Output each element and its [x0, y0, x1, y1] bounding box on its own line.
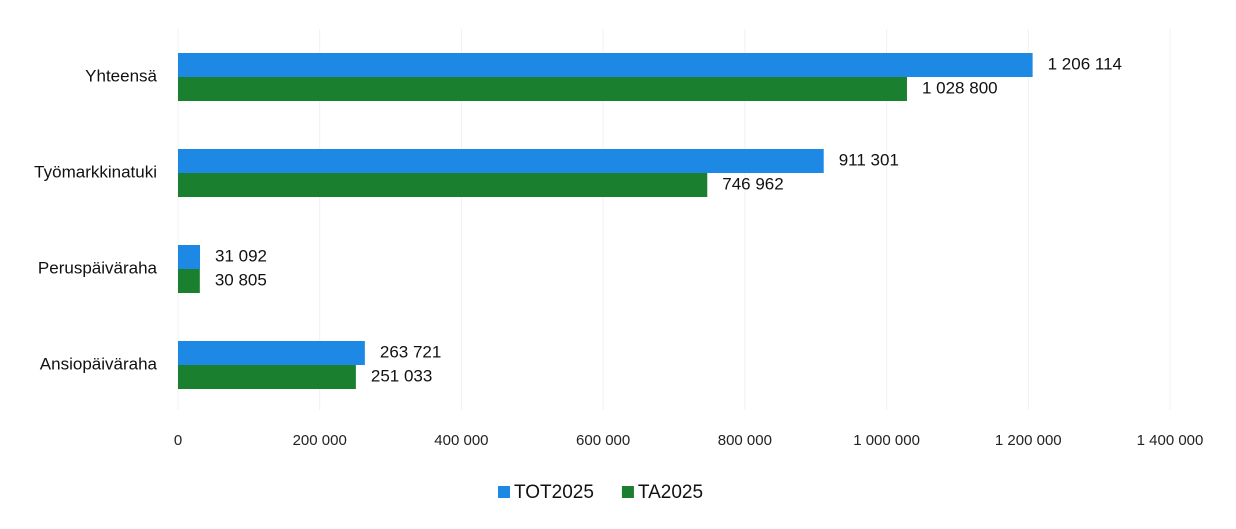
- value-label: 746 962: [722, 174, 783, 193]
- category-label: Työmarkkinatuki: [34, 162, 157, 181]
- value-label: 1 206 114: [1048, 54, 1122, 73]
- x-tick-label: 800 000: [718, 432, 772, 449]
- bar: [178, 149, 824, 173]
- value-label: 263 721: [380, 342, 441, 361]
- legend-swatch: [621, 486, 634, 498]
- value-label: 1 028 800: [922, 78, 998, 97]
- bar: [178, 269, 200, 293]
- x-tick-label: 200 000: [293, 432, 347, 449]
- x-tick-label: 400 000: [434, 432, 488, 449]
- x-tick-label: 0: [174, 432, 182, 449]
- x-tick-label: 1 200 000: [995, 432, 1062, 449]
- category-label: Ansiopäiväraha: [40, 354, 158, 373]
- bar: [178, 53, 1033, 77]
- value-label: 251 033: [371, 366, 432, 385]
- value-label: 30 805: [215, 270, 267, 289]
- category-label: Yhteensä: [85, 66, 157, 85]
- legend-swatch: [498, 486, 510, 498]
- category-label: Peruspäiväraha: [38, 258, 158, 277]
- bar: [178, 173, 708, 197]
- x-tick-label: 1 400 000: [1137, 432, 1204, 449]
- bar: [178, 365, 356, 389]
- legend-label: TOT2025: [514, 482, 594, 503]
- bar: [178, 341, 365, 365]
- bar: [178, 245, 201, 269]
- legend-label: TA2025: [638, 482, 703, 503]
- x-tick-label: 1 000 000: [853, 432, 920, 449]
- value-label: 911 301: [839, 150, 899, 169]
- value-label: 31 092: [215, 246, 267, 265]
- x-tick-label: 600 000: [576, 432, 630, 449]
- bar: [178, 77, 907, 101]
